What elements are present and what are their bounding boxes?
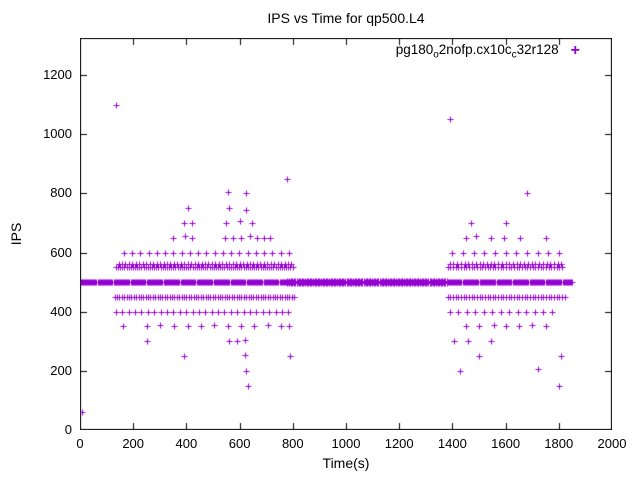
- legend-label-subscript: o: [433, 49, 439, 61]
- y-tick-label: 800: [50, 185, 72, 201]
- legend-label-segment: 32r128: [516, 42, 559, 57]
- x-tick-label: 0: [76, 436, 84, 451]
- plot-canvas: [80, 38, 612, 430]
- y-tick-label: 600: [50, 244, 72, 260]
- legend-label-segment: 2nofp.cx10c: [438, 42, 512, 57]
- x-tick-label: 1600: [491, 436, 521, 451]
- x-tick-label: 2000: [597, 436, 627, 451]
- x-tick-label: 600: [228, 436, 251, 451]
- y-tick-label: 200: [50, 362, 72, 378]
- y-axis-label: IPS: [8, 222, 24, 246]
- x-axis-label: Time(s): [322, 455, 370, 471]
- legend: pg180o2nofp.cx10cc32r128 +: [396, 42, 580, 61]
- x-tick-label: 200: [122, 436, 145, 451]
- x-tick-label: 1000: [331, 436, 361, 451]
- legend-label-segment: pg180: [395, 42, 434, 57]
- y-tick-label: 400: [50, 303, 72, 319]
- chart-title: IPS vs Time for qp500.L4: [267, 10, 425, 26]
- y-tick-label: 0: [64, 422, 72, 437]
- legend-label-subscript: c: [511, 49, 517, 61]
- x-tick-label: 800: [281, 436, 304, 451]
- plot-area: [80, 38, 612, 430]
- x-tick-label: 400: [175, 436, 198, 451]
- y-tick-label: 1000: [43, 126, 72, 142]
- x-tick-label: 1800: [544, 436, 574, 451]
- x-tick-label: 1400: [437, 436, 467, 451]
- y-tick-label: 1200: [43, 67, 72, 82]
- x-tick-label: 1200: [384, 436, 414, 451]
- legend-label: pg180o2nofp.cx10cc32r128: [396, 42, 559, 61]
- legend-marker-icon: +: [570, 42, 580, 60]
